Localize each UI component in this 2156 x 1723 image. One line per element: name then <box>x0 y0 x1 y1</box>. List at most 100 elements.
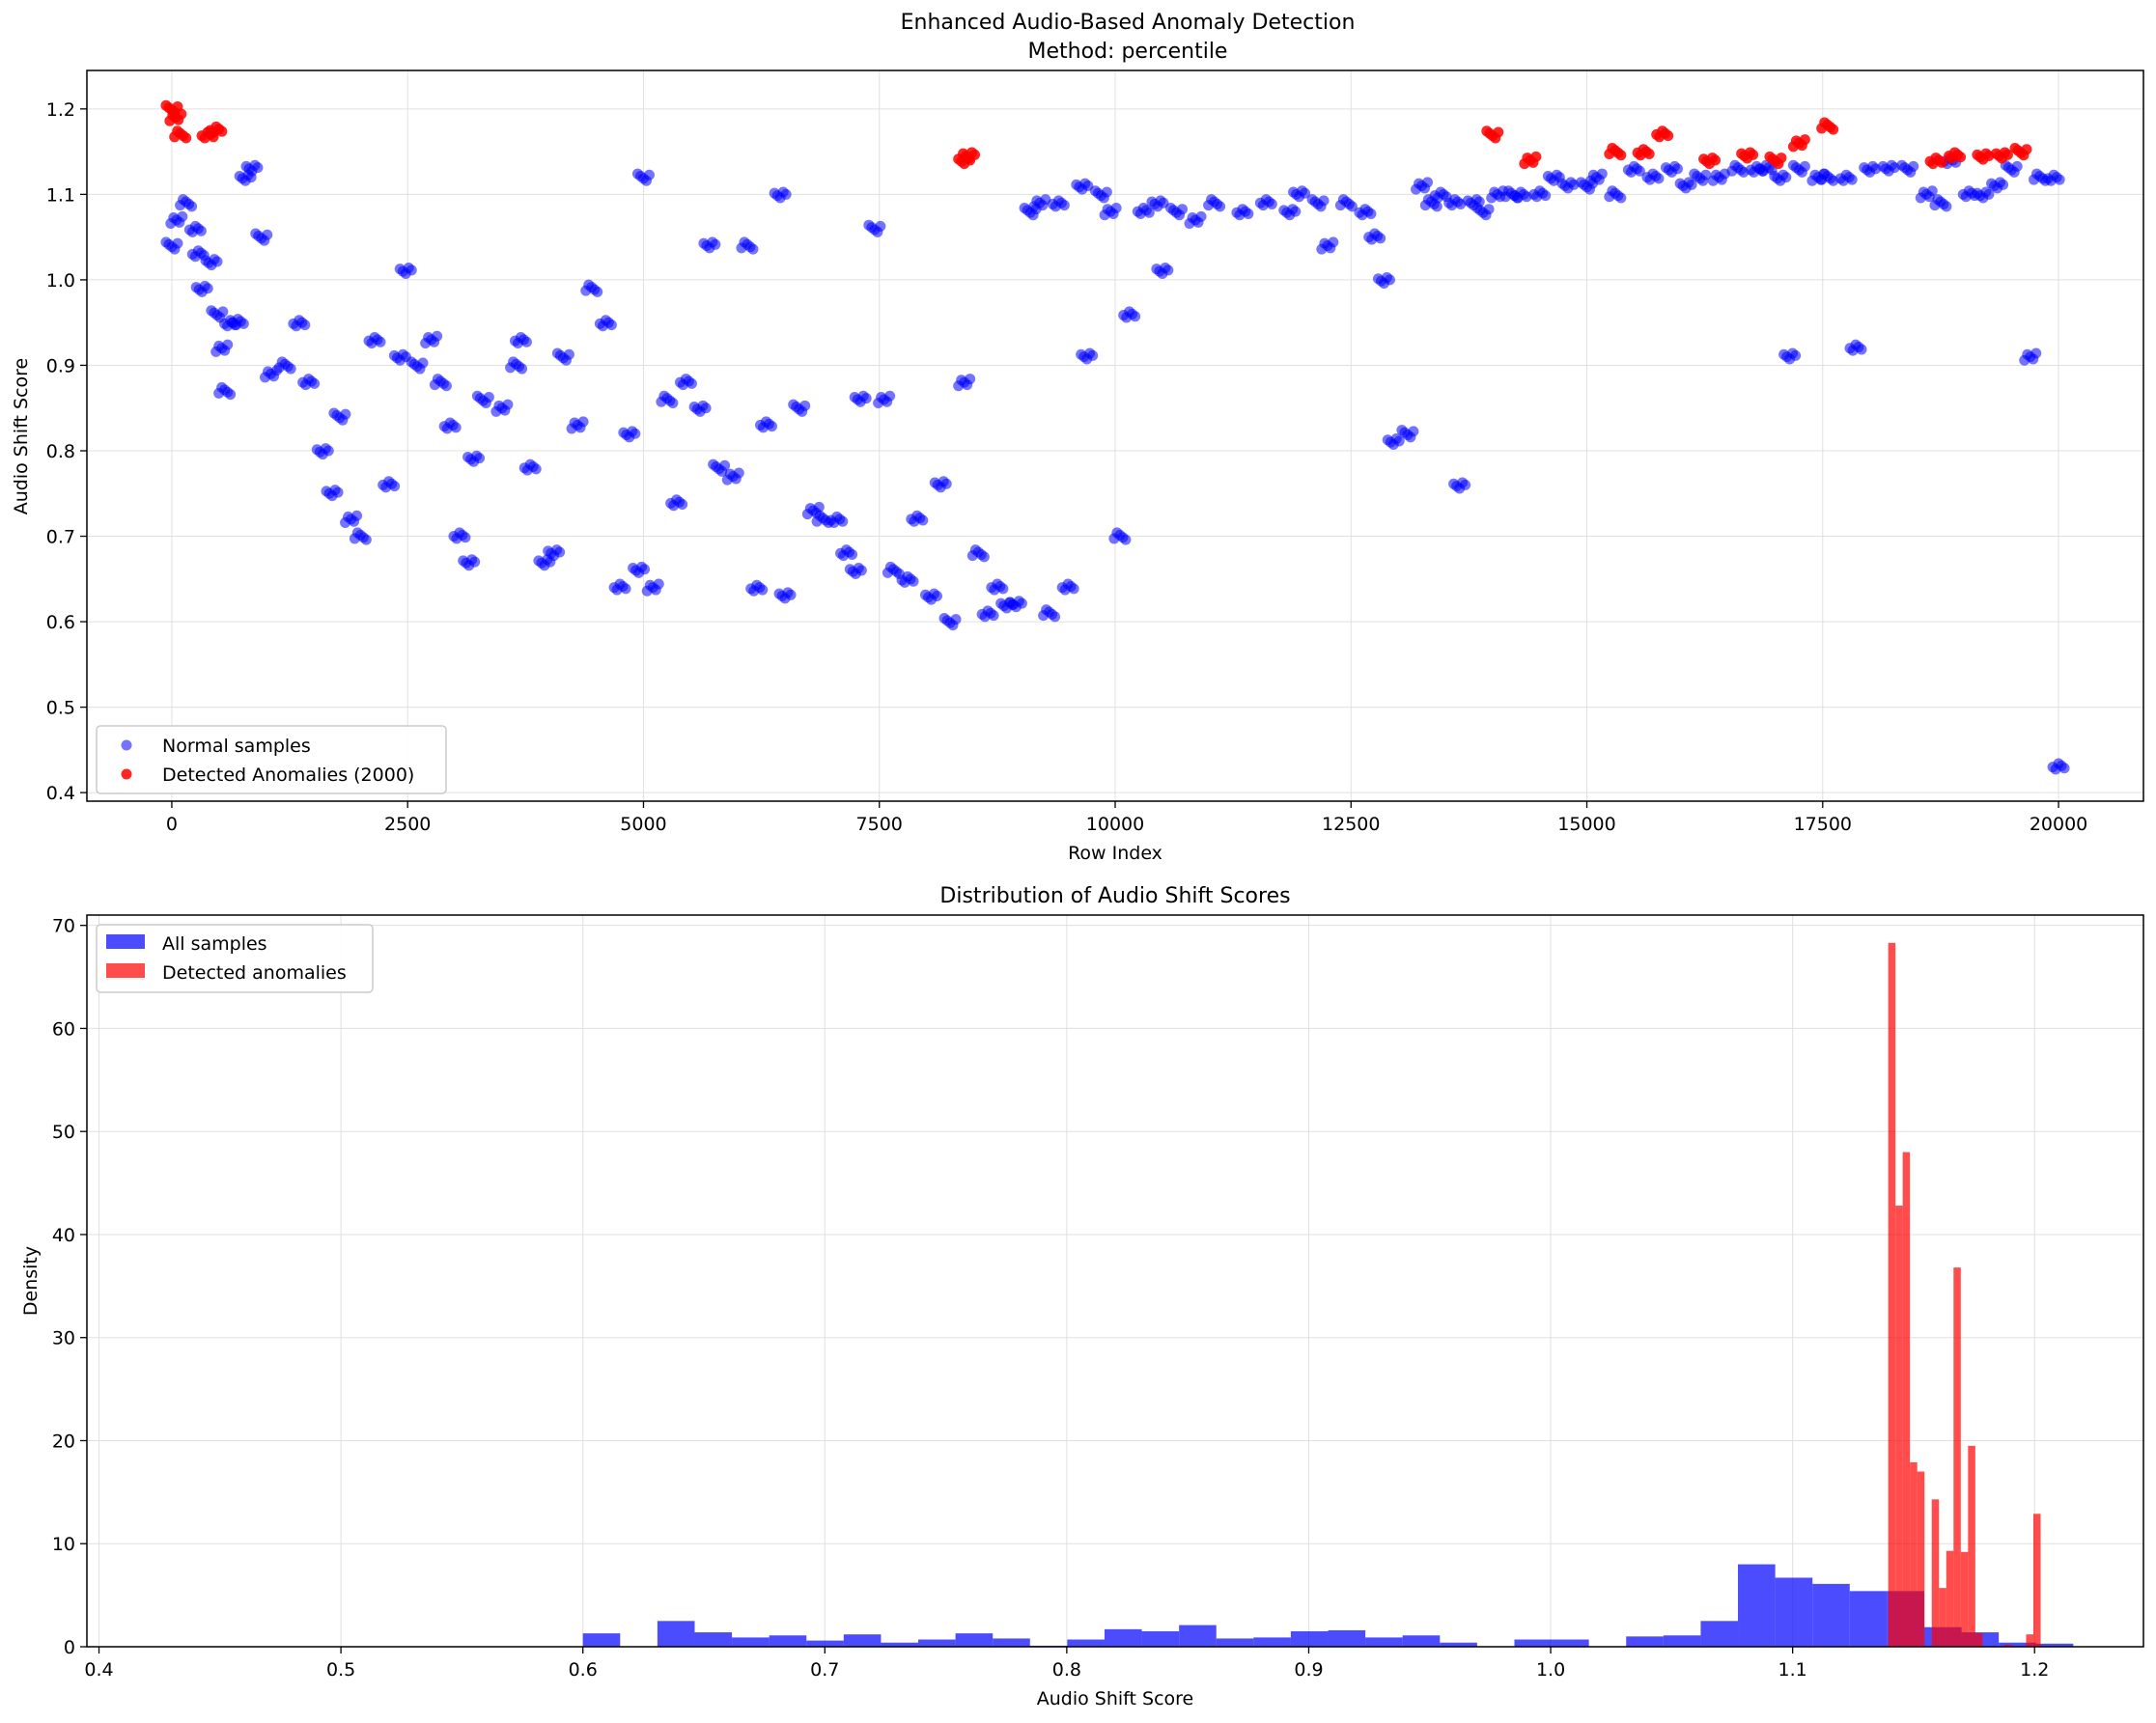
normal-point <box>931 591 942 602</box>
scatter-y-axis-label: Audio Shift Score <box>11 358 32 514</box>
normal-point <box>360 534 372 545</box>
detected-anomalies-bar <box>1902 1152 1911 1647</box>
normal-point <box>1540 190 1552 202</box>
normal-point <box>1983 188 1995 200</box>
normal-point <box>1375 233 1386 244</box>
normal-point <box>1483 204 1495 215</box>
scatter-subtitle: Method: percentile <box>1028 40 1228 64</box>
scatter-y-tick-label: 1.0 <box>46 270 75 292</box>
legend-normal-label: Normal samples <box>162 736 311 757</box>
scatter-x-tick-label: 15000 <box>1557 814 1615 835</box>
normal-point <box>1846 174 1858 185</box>
histogram-x-ticks: 0.4 0.5 0.6 0.7 0.8 0.9 1.0 1.1 1.2 <box>84 1647 2049 1681</box>
normal-point <box>965 374 976 385</box>
histogram-x-tick-label: 1.1 <box>1778 1659 1807 1681</box>
histogram-y-axis-label: Density <box>20 1246 42 1316</box>
scatter-y-ticks: 0.4 0.5 0.6 0.7 0.8 0.9 1.0 1.1 1.2 <box>46 99 87 804</box>
normal-point <box>1050 611 1061 623</box>
normal-point <box>1780 172 1792 183</box>
all-samples-bar <box>1253 1637 1291 1647</box>
histogram-y-tick-label: 40 <box>52 1225 75 1246</box>
all-samples-bar <box>1216 1638 1254 1647</box>
detected-anomalies-bar <box>2026 1634 2033 1647</box>
detected-anomalies-bar <box>1917 1471 1925 1647</box>
normal-point <box>1422 177 1434 188</box>
scatter-y-tick-label: 0.4 <box>46 783 75 804</box>
scatter-points <box>160 99 2070 775</box>
normal-point <box>719 459 731 471</box>
detected-anomalies-bar <box>1960 1551 1969 1647</box>
all-samples-bar <box>955 1633 994 1647</box>
normal-point <box>389 481 401 492</box>
normal-point <box>1384 274 1395 286</box>
histogram-y-tick-label: 30 <box>52 1328 75 1349</box>
all-samples-bar <box>1626 1636 1664 1647</box>
scatter-x-tick-label: 0 <box>166 814 178 835</box>
normal-point <box>1087 349 1099 361</box>
normal-point <box>1177 204 1189 215</box>
normal-point <box>592 286 603 297</box>
normal-point <box>630 428 641 439</box>
detected-anomalies-bar <box>2032 1514 2041 1647</box>
anomaly-point <box>176 108 187 120</box>
anomaly-point <box>1663 130 1674 142</box>
all-samples-bar <box>1104 1628 1142 1647</box>
scatter-gridlines <box>87 70 2143 801</box>
scatter-y-tick-label: 0.7 <box>46 527 75 548</box>
normal-point <box>1243 208 1254 219</box>
normal-point <box>225 389 237 401</box>
normal-point <box>1016 597 1027 609</box>
histogram-x-tick-label: 1.0 <box>1536 1659 1565 1681</box>
all-samples-bar <box>881 1642 919 1647</box>
histogram-y-tick-label: 60 <box>52 1018 75 1040</box>
normal-point <box>299 320 311 331</box>
normal-point <box>450 422 462 433</box>
scatter-x-tick-label: 20000 <box>2030 814 2087 835</box>
scatter-y-tick-label: 1.2 <box>46 99 75 121</box>
normal-point <box>747 243 759 255</box>
all-samples-bar <box>918 1639 956 1647</box>
anomaly-point <box>2021 144 2032 155</box>
normal-point <box>1408 426 1419 437</box>
normal-point <box>2030 347 2042 359</box>
all-samples-bar <box>694 1632 733 1647</box>
normal-point <box>406 264 417 276</box>
scatter-y-tick-label: 0.6 <box>46 612 75 633</box>
normal-point <box>766 421 777 432</box>
normal-point <box>1790 349 1802 361</box>
all-samples-bar <box>1514 1639 1553 1647</box>
detected-anomalies-bar <box>1953 1267 1961 1647</box>
normal-point <box>677 499 688 511</box>
normal-point <box>1266 198 1277 209</box>
normal-point <box>733 467 744 479</box>
all-samples-bar <box>1141 1630 1180 1647</box>
normal-point <box>908 575 919 587</box>
all-samples-bar <box>1552 1639 1589 1647</box>
legend-all-samples-swatch <box>106 934 145 949</box>
anomaly-point <box>1643 149 1655 160</box>
all-samples-bar <box>582 1633 621 1647</box>
anomaly-point <box>1955 152 1967 163</box>
anomaly-point <box>969 149 981 160</box>
normal-point <box>1941 201 1952 212</box>
detected-anomalies-bar <box>1895 1206 1903 1647</box>
scatter-y-tick-label: 0.9 <box>46 355 75 376</box>
normal-point <box>940 478 952 489</box>
normal-point <box>517 363 528 375</box>
normal-point <box>1215 201 1226 212</box>
normal-point <box>855 565 867 576</box>
normal-point <box>884 390 896 402</box>
all-samples-bar <box>1440 1642 1477 1647</box>
anomaly-point <box>216 125 228 137</box>
normal-point <box>1143 207 1155 218</box>
histogram-y-tick-label: 70 <box>52 916 75 937</box>
all-samples-bar <box>1775 1577 1813 1647</box>
scatter-y-tick-label: 0.8 <box>46 441 75 462</box>
normal-point <box>813 501 825 513</box>
normal-point <box>285 363 296 375</box>
scatter-title: Enhanced Audio-Based Anomaly Detection <box>901 11 1356 35</box>
all-samples-bar <box>1067 1639 1105 1647</box>
all-samples-bar <box>1999 1642 2036 1647</box>
histogram-y-tick-label: 10 <box>52 1534 75 1555</box>
